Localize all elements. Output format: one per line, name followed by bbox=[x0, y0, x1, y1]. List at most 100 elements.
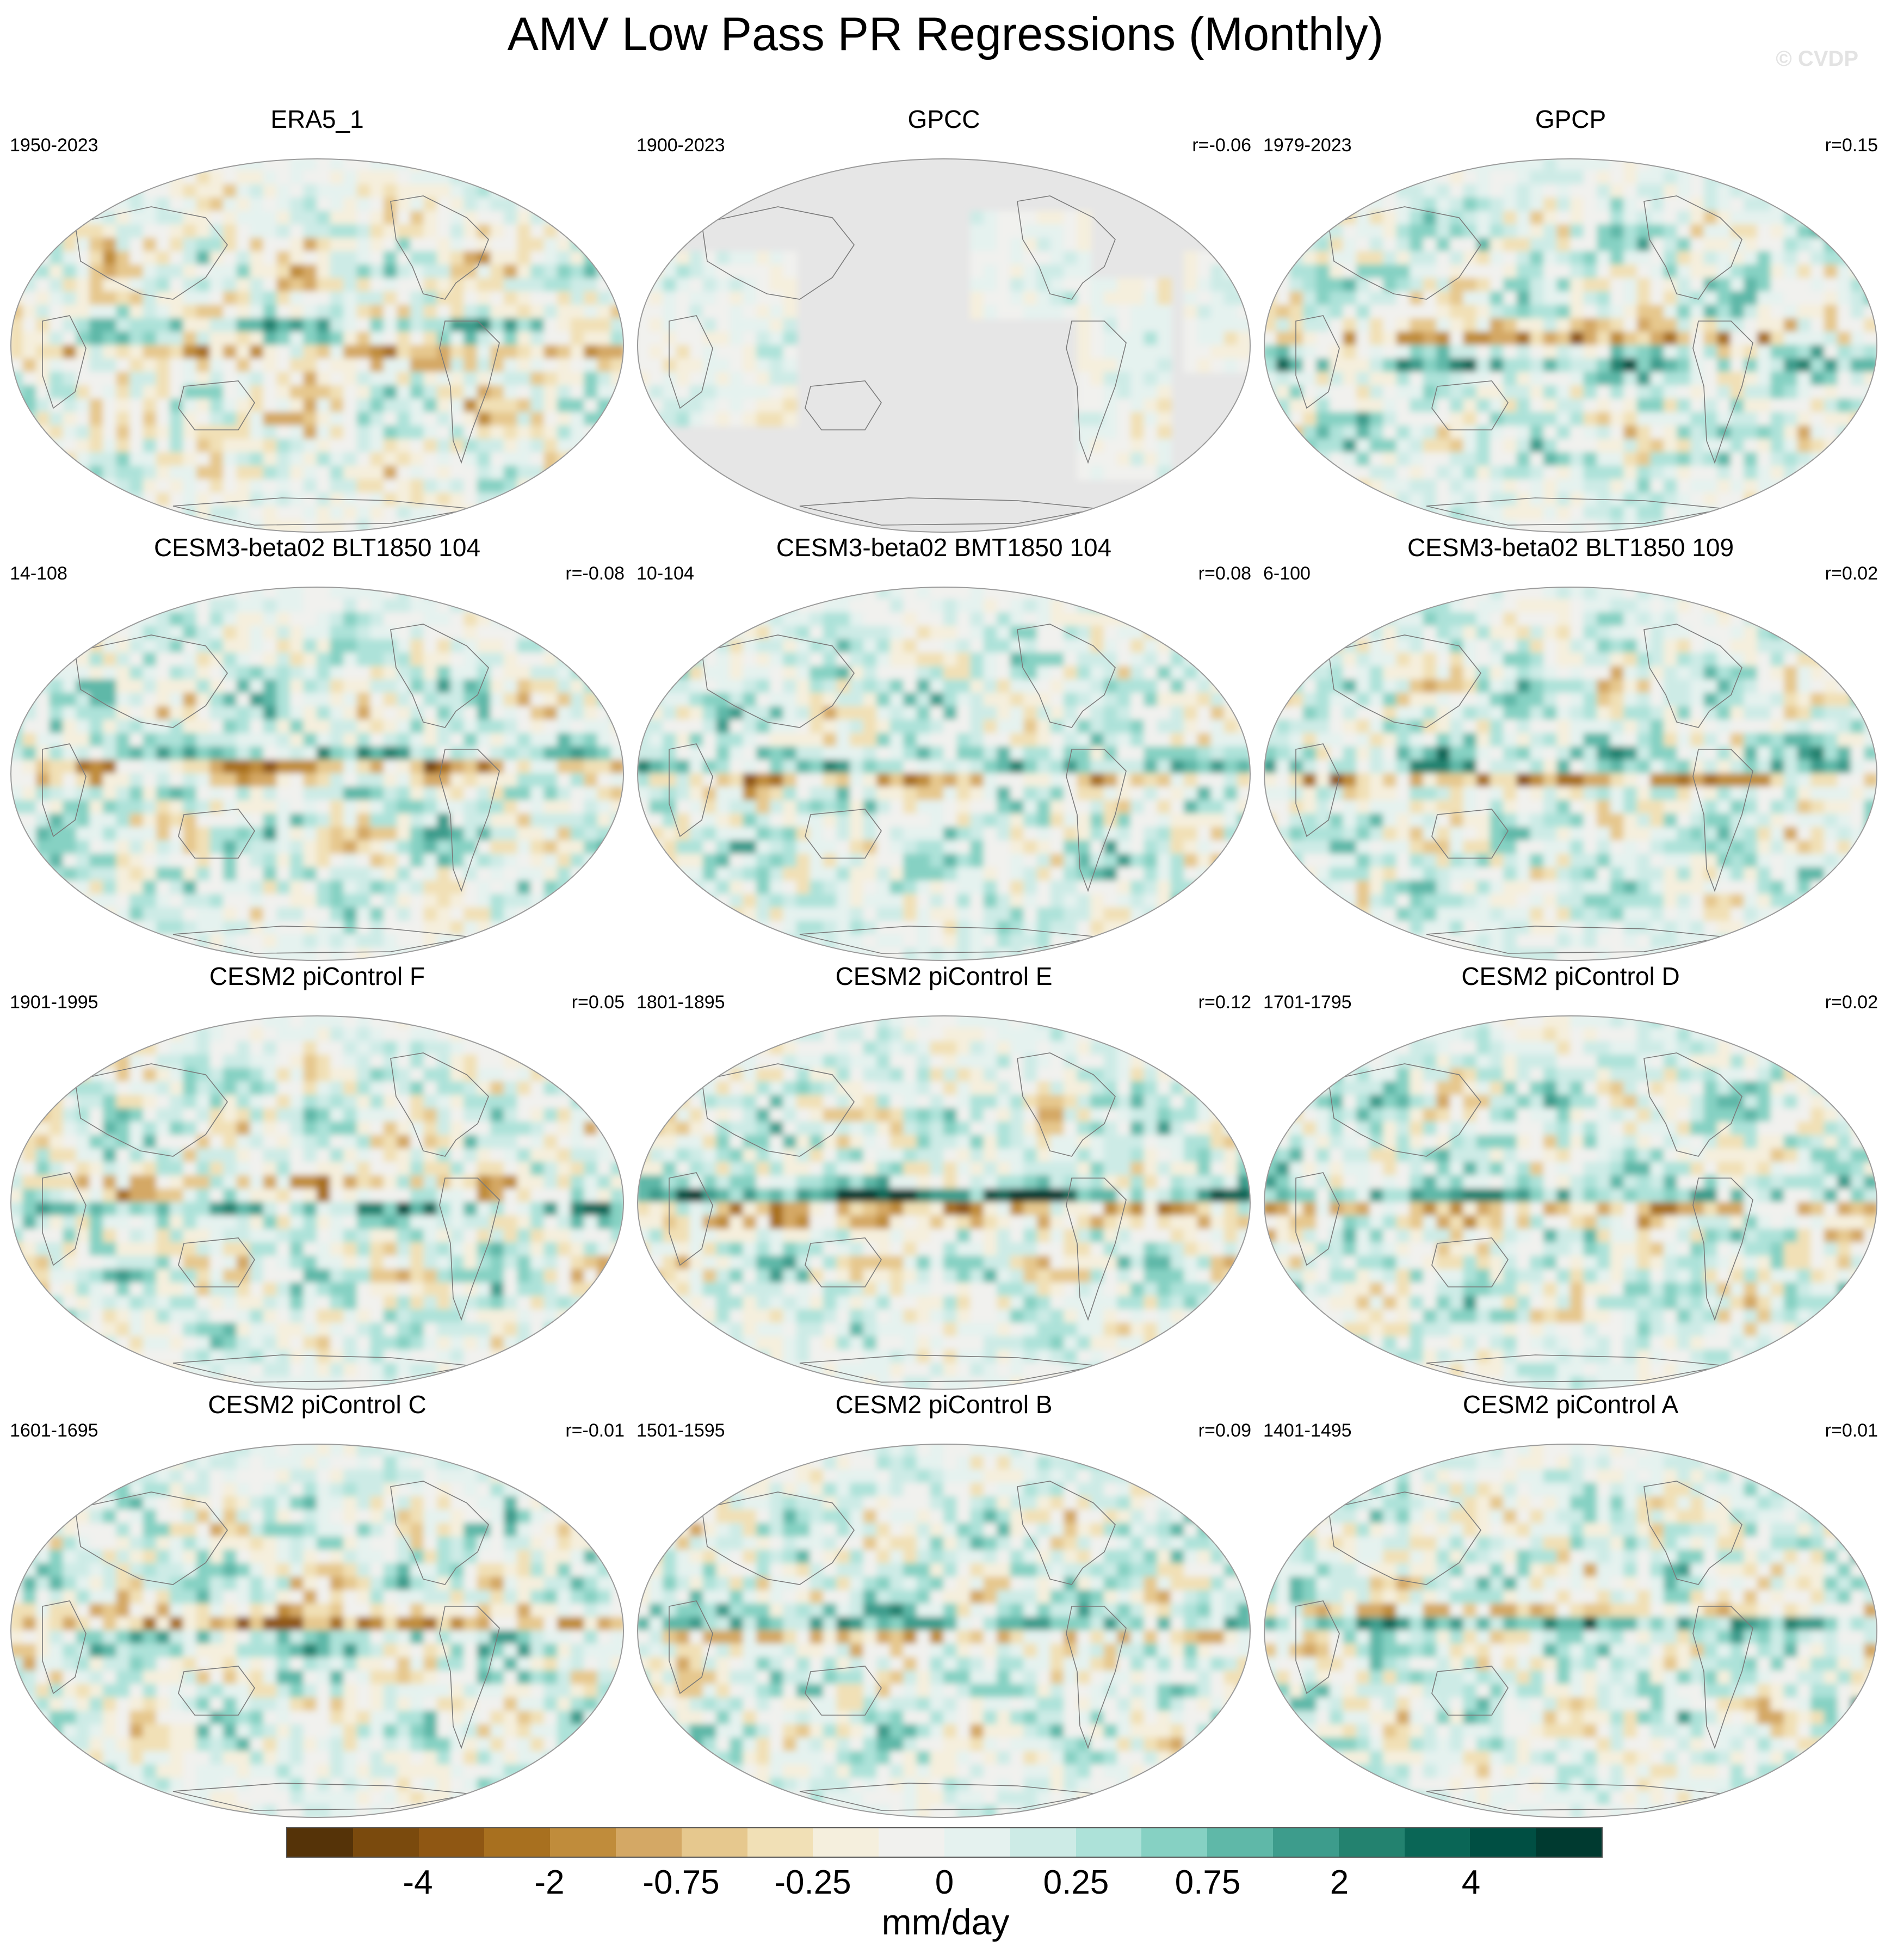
panel-period: 1501-1595 bbox=[636, 1420, 725, 1441]
coastline bbox=[390, 1481, 489, 1585]
panel-period: 1801-1895 bbox=[636, 992, 725, 1013]
colorbar-tick-label: -0.25 bbox=[774, 1864, 851, 1901]
coastline bbox=[75, 1063, 228, 1157]
coastline bbox=[1017, 624, 1116, 728]
coastline bbox=[1431, 1237, 1509, 1287]
regression-map bbox=[10, 587, 624, 961]
coastline bbox=[805, 809, 882, 859]
panel-title: CESM3-beta02 BMT1850 104 bbox=[776, 533, 1112, 562]
coastline bbox=[390, 195, 489, 300]
coastline bbox=[1017, 1052, 1116, 1157]
colorbar-swatch bbox=[1272, 1828, 1339, 1857]
colorbar bbox=[286, 1827, 1603, 1858]
coastline bbox=[439, 1178, 500, 1321]
regression-map bbox=[10, 158, 624, 533]
map-panel: ERA5_1 1950-2023 bbox=[10, 105, 625, 536]
colorbar-swatch bbox=[879, 1828, 944, 1857]
regression-map bbox=[10, 1444, 624, 1818]
map-border bbox=[10, 587, 624, 961]
colorbar-tick-label: 0.75 bbox=[1175, 1864, 1241, 1901]
coastline bbox=[1692, 749, 1753, 892]
map-panel: CESM3-beta02 BLT1850 109 6-100 r=0.02 bbox=[1263, 533, 1878, 964]
coastline bbox=[701, 1063, 855, 1157]
panel-title: CESM3-beta02 BLT1850 104 bbox=[153, 533, 481, 562]
map-border bbox=[1264, 587, 1877, 961]
panel-period: 1401-1495 bbox=[1263, 1420, 1352, 1441]
regression-map bbox=[10, 1015, 624, 1390]
coastline bbox=[1066, 320, 1127, 464]
panel-pattern-correlation: r=0.12 bbox=[1198, 992, 1251, 1013]
map-border bbox=[637, 587, 1251, 961]
panel-title: GPCP bbox=[1535, 105, 1606, 133]
panel-period: 1901-1995 bbox=[10, 992, 98, 1013]
colorbar-swatch bbox=[615, 1828, 682, 1857]
cvdp-watermark: © CVDP bbox=[1776, 47, 1858, 71]
coastline bbox=[701, 1491, 855, 1585]
panel-pattern-correlation: r=-0.06 bbox=[1192, 135, 1251, 156]
panel-period: 14-108 bbox=[10, 563, 67, 584]
colorbar-swatch bbox=[484, 1828, 551, 1857]
coastline bbox=[805, 1237, 882, 1287]
panel-title: CESM2 piControl E bbox=[835, 962, 1053, 990]
regression-map bbox=[1264, 1444, 1877, 1818]
panel-pattern-correlation: r=0.09 bbox=[1198, 1420, 1251, 1441]
panel-period: 10-104 bbox=[636, 563, 694, 584]
coastline bbox=[390, 1052, 489, 1157]
colorbar-swatch bbox=[1207, 1828, 1273, 1857]
coastline bbox=[42, 1172, 86, 1266]
coastline bbox=[1431, 1666, 1509, 1716]
coastline bbox=[439, 1606, 500, 1749]
coastline bbox=[42, 743, 86, 837]
coastline bbox=[390, 624, 489, 728]
colorbar-tick-label: 4 bbox=[1461, 1864, 1481, 1901]
panel-period: 6-100 bbox=[1263, 563, 1311, 584]
coastline bbox=[1295, 315, 1340, 409]
panel-period: 1950-2023 bbox=[10, 135, 98, 156]
colorbar-tick-label: -0.75 bbox=[642, 1864, 720, 1901]
map-border bbox=[10, 158, 624, 533]
colorbar-swatch bbox=[1010, 1828, 1076, 1857]
panel-period: 1601-1695 bbox=[10, 1420, 98, 1441]
panel-title: GPCC bbox=[907, 105, 980, 133]
map-border bbox=[1264, 158, 1877, 533]
map-panel: GPCP 1979-2023 r=0.15 bbox=[1263, 105, 1878, 536]
map-panel: CESM2 piControl F 1901-1995 r=0.05 bbox=[10, 962, 625, 1393]
colorbar-tick-label: -4 bbox=[403, 1864, 433, 1901]
coastline bbox=[1431, 380, 1509, 430]
colorbar-tick-label: 0.25 bbox=[1043, 1864, 1109, 1901]
regression-map bbox=[637, 1444, 1251, 1818]
panel-period: 1979-2023 bbox=[1263, 135, 1352, 156]
coastline bbox=[1431, 809, 1509, 859]
colorbar-tick-label: -2 bbox=[534, 1864, 565, 1901]
coastline bbox=[669, 315, 713, 409]
panel-pattern-correlation: r=0.02 bbox=[1825, 563, 1878, 584]
coastline bbox=[1643, 1052, 1742, 1157]
coastline bbox=[1328, 1063, 1481, 1157]
coastline bbox=[1643, 1481, 1742, 1585]
regression-map bbox=[637, 587, 1251, 961]
colorbar-swatch bbox=[747, 1828, 813, 1857]
coastline bbox=[75, 634, 228, 728]
coastline bbox=[1328, 634, 1481, 728]
coastline bbox=[669, 1600, 713, 1694]
map-border bbox=[10, 1444, 624, 1818]
map-border bbox=[10, 1015, 624, 1390]
coastline bbox=[1692, 320, 1753, 464]
coastline bbox=[1692, 1606, 1753, 1749]
coastline bbox=[439, 320, 500, 464]
panel-title: CESM2 piControl C bbox=[208, 1390, 427, 1419]
coastline bbox=[178, 380, 255, 430]
regression-map bbox=[637, 158, 1251, 533]
coastline bbox=[75, 206, 228, 300]
panel-pattern-correlation: r=-0.08 bbox=[565, 563, 625, 584]
coastline bbox=[75, 1491, 228, 1585]
figure-title: AMV Low Pass PR Regressions (Monthly) bbox=[507, 8, 1384, 60]
panel-title: CESM2 piControl A bbox=[1462, 1390, 1679, 1419]
coastline bbox=[701, 206, 855, 300]
panel-period: 1900-2023 bbox=[636, 135, 725, 156]
map-panel: CESM2 piControl B 1501-1595 r=0.09 bbox=[636, 1390, 1251, 1821]
panel-title: CESM2 piControl B bbox=[835, 1390, 1053, 1419]
colorbar-units: mm/day bbox=[881, 1902, 1010, 1942]
colorbar-tick-label: 0 bbox=[935, 1864, 954, 1901]
map-panel: CESM3-beta02 BLT1850 104 14-108 r=-0.08 bbox=[10, 533, 625, 964]
